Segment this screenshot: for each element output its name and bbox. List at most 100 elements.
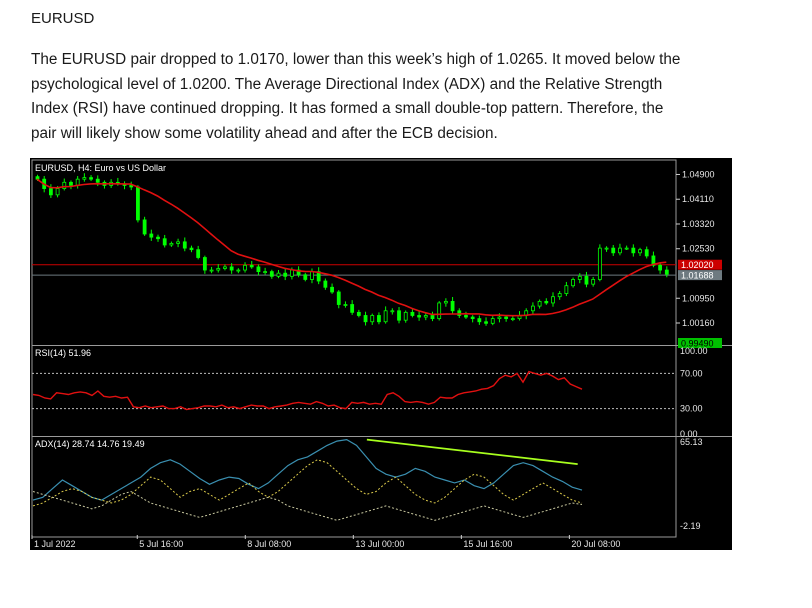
candle-body: [571, 279, 575, 287]
candle-body: [310, 271, 314, 280]
candle-body: [638, 249, 642, 254]
candle-body: [330, 286, 334, 293]
candle-body: [417, 315, 422, 318]
candle-body: [531, 305, 535, 312]
rsi-line: [32, 370, 583, 411]
candle-body: [611, 247, 616, 254]
candle-body: [490, 318, 495, 324]
rsi-tick-label: 70.00: [680, 368, 703, 378]
candle-body: [55, 188, 60, 196]
candle-body: [504, 316, 509, 320]
candle-body: [437, 302, 442, 320]
candle-body: [303, 274, 308, 280]
candle-body: [370, 315, 375, 323]
chart-background: [30, 158, 732, 550]
candle-body: [651, 255, 656, 266]
candle-body: [383, 310, 388, 323]
trading-chart[interactable]: 1.04900 1.04110 1.03320 1.02530 1.00950 1.001…: [30, 158, 732, 550]
candle-body: [624, 247, 629, 250]
candle-body: [62, 181, 67, 189]
price-level-label: 1.02020: [681, 260, 714, 270]
candle-body: [497, 316, 502, 320]
paragraph-line: pair will likely show some volatility ah…: [31, 124, 498, 142]
candle-body: [276, 272, 281, 277]
rsi-tick-label: 0.00: [680, 429, 698, 439]
candle-body: [577, 275, 582, 280]
price-tick-label: 1.00160: [682, 318, 715, 328]
candle-body: [289, 269, 294, 277]
time-tick-label: 8 Jul 08:00: [247, 539, 291, 549]
candle-body: [162, 238, 167, 246]
adx-series-line: [32, 490, 583, 521]
candle-body: [356, 311, 361, 316]
candle-body: [537, 300, 542, 307]
candle-body: [48, 188, 53, 196]
time-tick-label: 5 Jul 16:00: [139, 539, 183, 549]
candle-body: [343, 304, 348, 306]
time-tick-label: 20 Jul 08:00: [571, 539, 620, 549]
candle-body: [336, 291, 341, 305]
price-level-badge: [678, 270, 722, 281]
article-heading: EURUSD: [31, 10, 95, 27]
candle-body: [591, 279, 596, 285]
candle-body: [129, 185, 134, 188]
candle-body: [149, 233, 154, 238]
candle-body: [410, 311, 415, 316]
candle-body: [470, 316, 475, 320]
candle-body: [450, 300, 455, 312]
adx-title: ADX(14) 28.74 14.76 19.49: [35, 439, 145, 449]
candle-body: [202, 257, 207, 271]
price-tick-label: 1.00950: [682, 293, 715, 303]
rsi-tick-label: 100.00: [680, 346, 708, 356]
candle-body: [229, 266, 234, 271]
candle-body: [323, 280, 328, 288]
price-bottom-badge: [678, 338, 722, 348]
candle-body: [196, 249, 201, 258]
candle-body: [584, 275, 589, 285]
rsi-title: RSI(14) 51.96: [35, 348, 91, 358]
candle-body: [182, 241, 187, 249]
candle-body: [142, 219, 147, 235]
paragraph-line: Index (RSI) have continued dropping. It …: [31, 100, 664, 117]
candle-body: [403, 311, 408, 321]
candle-body: [169, 243, 174, 246]
candle-body: [156, 236, 160, 240]
candle-body: [363, 315, 368, 323]
adx-series-line: [32, 438, 583, 501]
candle-body: [664, 269, 669, 275]
candle-body: [544, 300, 549, 304]
paragraph-line: The EURUSD pair dropped to 1.0170, lower…: [31, 51, 681, 68]
candle-body: [377, 315, 381, 323]
candle-body: [557, 293, 562, 298]
candle-body: [189, 247, 194, 251]
candle-body: [390, 310, 395, 313]
candles-group: [35, 173, 669, 326]
chart-frame: [31, 159, 677, 538]
rsi-tick-label: 30.00: [680, 404, 703, 414]
candle-body: [658, 264, 663, 271]
candle-body: [209, 269, 214, 272]
candle-body: [423, 315, 428, 318]
candle-body: [236, 269, 241, 272]
price-tick-label: 1.04900: [682, 169, 715, 179]
candle-body: [484, 321, 488, 324]
price-level-badge: [678, 259, 722, 270]
price-chart-title: EURUSD, H4: Euro vs US Dollar: [35, 163, 166, 173]
candle-body: [176, 241, 180, 244]
price-level-label: 1.01688: [681, 271, 714, 281]
candle-body: [510, 318, 515, 321]
article-paragraph: The EURUSD pair dropped to 1.0170, lower…: [31, 48, 751, 146]
candle-body: [95, 178, 100, 183]
price-tick-label: 1.03320: [682, 219, 715, 229]
candle-body: [249, 264, 254, 268]
candle-body: [256, 266, 261, 273]
time-tick-label: 13 Jul 00:00: [355, 539, 404, 549]
paragraph-line: psychological level of 1.0200. The Avera…: [31, 75, 663, 93]
candle-body: [597, 247, 602, 280]
candle-body: [269, 271, 274, 277]
candle-body: [604, 247, 609, 250]
candle-body: [243, 264, 247, 271]
moving-average-line: [36, 178, 667, 317]
candle-body: [350, 304, 355, 313]
adx-tick-label: 65.13: [680, 437, 703, 447]
